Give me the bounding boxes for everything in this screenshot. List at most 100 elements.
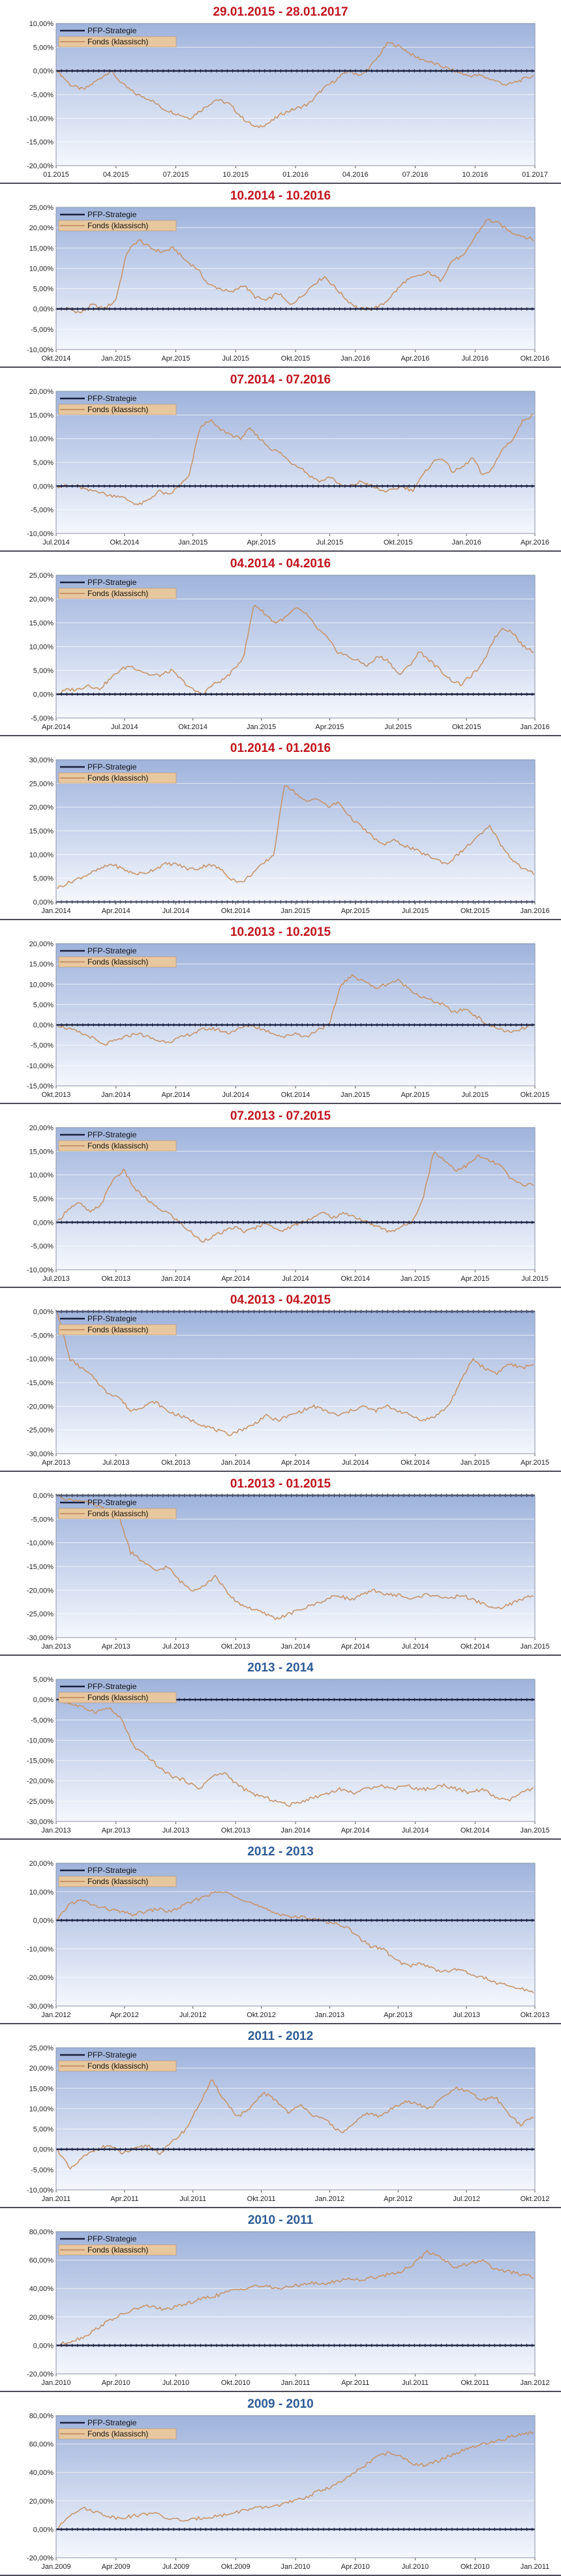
x-tick-label: Jul.2014 <box>402 1643 429 1651</box>
fund-series-line <box>57 2249 534 2346</box>
y-tick-label: 25,00% <box>29 2045 54 2052</box>
y-tick-label: 20,00% <box>29 596 54 604</box>
legend-fund-box <box>58 588 177 599</box>
plot-border <box>55 575 536 719</box>
x-tick-label: Apr.2015 <box>521 1459 549 1467</box>
legend-fund-box <box>58 36 177 48</box>
y-tick-label: -20,00% <box>27 1974 53 1982</box>
y-tick-label: 40,00% <box>29 2285 54 2293</box>
x-tick-label: Okt.2015 <box>384 539 413 547</box>
x-tick-label: Apr.2014 <box>281 1459 310 1467</box>
fund-series-line <box>57 2079 534 2170</box>
y-tick-label: 15,00% <box>29 412 54 419</box>
y-tick-label: 15,00% <box>29 828 54 835</box>
y-tick-label: 20,00% <box>29 2498 54 2506</box>
line-chart: 30,00% 25,00% 20,00% 15,00% 10,00% 5,00% 0,00%… <box>29 757 550 915</box>
y-tick-label: 10,00% <box>29 2105 54 2113</box>
fund-series-line <box>57 218 534 314</box>
chart-panel: 04.2014 - 04.2016 25,00% 20,00% 15,00% 10,00… <box>0 552 561 736</box>
panel-separator <box>0 2575 561 2576</box>
line-chart: 0,00% -5,00% -10,00% -15,00% -20,00% -25,00% -… <box>27 1493 550 1651</box>
x-tick-label: Jul.2012 <box>179 2011 207 2019</box>
line-chart: 20,00% 15,00% 10,00% 5,00% 0,00% -5,00% -10,00… <box>27 941 550 1099</box>
x-tick-label: Jan.2015 <box>280 907 310 915</box>
chart-panel: 2011 - 2012 25,00% 20,00% 15,00% 10,00% 5,00%… <box>0 2024 561 2208</box>
legend-fund-box <box>58 1692 177 1703</box>
chart-panel: 01.2013 - 01.2015 0,00% -5,00% -10,00% -15,0… <box>0 1472 561 1656</box>
y-tick-label: -15,00% <box>27 1083 53 1090</box>
legend-fund-label: Fonds (klassisch) <box>87 405 148 414</box>
legend-fund-label: Fonds (klassisch) <box>87 2245 148 2254</box>
y-tick-label: 5,00% <box>33 667 53 675</box>
x-tick-label: Okt.2015 <box>452 723 481 731</box>
x-tick-label: Okt.2014 <box>461 1643 490 1651</box>
x-tick-label: Jul.2011 <box>179 2195 206 2203</box>
y-tick-label: -5,00% <box>31 1243 53 1251</box>
legend-strategy-label: PFP-Strategie <box>87 946 137 955</box>
legend: PFP-Strategie Fonds (klassisch) <box>58 2418 177 2440</box>
x-tick-label: Jul.2014 <box>342 1459 369 1467</box>
panel-separator <box>0 1838 561 1840</box>
x-tick-label: Okt.2014 <box>110 539 140 547</box>
x-tick-label: Jan.2016 <box>341 355 370 363</box>
y-tick-label: -5,00% <box>31 507 53 515</box>
x-tick-label: Okt.2009 <box>221 2563 250 2571</box>
chart-title: 04.2013 - 04.2015 <box>230 1293 331 1307</box>
legend-fund-box <box>58 772 177 784</box>
plot-border <box>55 2047 536 2191</box>
y-tick-label: -15,00% <box>27 1563 53 1571</box>
y-tick-label: -5,00% <box>31 1042 53 1050</box>
plot-border <box>55 2231 536 2374</box>
x-tick-label: Apr.2014 <box>161 1091 190 1099</box>
x-tick-label: Apr.2016 <box>521 539 549 547</box>
panel-separator <box>0 919 561 920</box>
x-tick-label: Jul.2014 <box>402 1827 429 1835</box>
legend-fund-box <box>58 2060 177 2072</box>
chart-title: 2011 - 2012 <box>247 2029 314 2043</box>
x-tick-label: Jul.2013 <box>162 1643 190 1651</box>
y-tick-label: 60,00% <box>29 2441 54 2449</box>
plot-area <box>56 2048 535 2190</box>
x-tick-label: Jan.2012 <box>41 2011 70 2019</box>
y-tick-label: -5,00% <box>31 326 53 334</box>
x-tick-label: Apr.2015 <box>315 723 344 731</box>
y-tick-label: 0,00% <box>33 483 53 490</box>
y-tick-label: 20,00% <box>29 941 54 948</box>
x-tick-label: Okt.2016 <box>521 355 550 363</box>
chart-panel: 04.2013 - 04.2015 0,00% -5,00% -10,00% -15,0… <box>0 1288 561 1472</box>
line-chart: 25,00% 20,00% 15,00% 10,00% 5,00% 0,00% -5,00%… <box>29 573 550 731</box>
y-tick-label: 80,00% <box>29 2413 54 2420</box>
x-tick-label: 07.2015 <box>163 171 189 179</box>
legend-strategy-label: PFP-Strategie <box>87 1682 137 1691</box>
y-tick-label: 20,00% <box>29 2065 54 2073</box>
x-tick-label: Jan.2014 <box>101 1091 130 1099</box>
x-tick-label: 10.2016 <box>462 171 488 179</box>
y-tick-label: 15,00% <box>29 961 54 968</box>
x-tick-label: Jul.2013 <box>162 1827 190 1835</box>
chart-title: 29.01.2015 - 28.01.2017 <box>213 5 348 19</box>
x-tick-label: Jan.2011 <box>521 2563 549 2571</box>
y-tick-label: 0,00% <box>33 1917 53 1925</box>
legend: PFP-Strategie Fonds (klassisch) <box>58 210 177 232</box>
x-tick-label: Jan.2013 <box>41 1643 70 1651</box>
x-tick-label: Jul.2010 <box>162 2379 190 2387</box>
y-tick-label: -30,00% <box>27 1634 53 1642</box>
x-tick-label: Jul.2013 <box>453 2011 480 2019</box>
y-tick-label: 25,00% <box>29 573 54 580</box>
x-tick-label: Apr.2013 <box>102 1827 130 1835</box>
x-tick-label: 01.2016 <box>282 171 309 179</box>
y-tick-label: 10,00% <box>29 436 54 443</box>
legend: PFP-Strategie Fonds (klassisch) <box>58 762 177 784</box>
y-tick-label: 0,00% <box>33 1022 53 1030</box>
y-tick-label: 0,00% <box>33 1696 53 1704</box>
x-tick-label: Jan.2010 <box>280 2563 310 2571</box>
x-tick-label: Apr.2014 <box>341 1827 370 1835</box>
chart-panel: 07.2013 - 07.2015 20,00% 15,00% 10,00% 5,00%… <box>0 1104 561 1288</box>
x-tick-label: Okt.2015 <box>521 1091 550 1099</box>
legend-fund-label: Fonds (klassisch) <box>87 1877 148 1886</box>
y-tick-label: -5,00% <box>31 715 53 723</box>
plot-border <box>55 1311 536 1454</box>
x-tick-label: Jul.2009 <box>162 2563 190 2571</box>
fund-series-line <box>57 413 534 506</box>
plot-border <box>55 2415 536 2558</box>
